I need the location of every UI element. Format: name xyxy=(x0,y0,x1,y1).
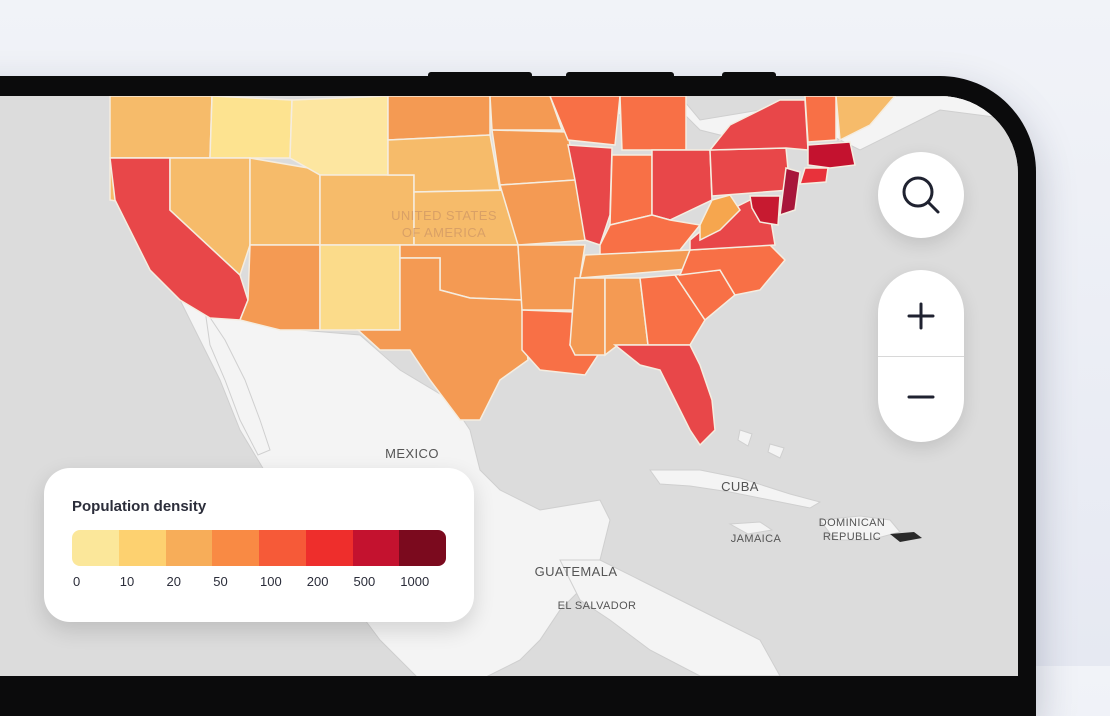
legend-swatch xyxy=(212,530,259,566)
state-vermont-nh xyxy=(804,96,837,143)
device-button-top-1 xyxy=(428,72,532,80)
state-nevada xyxy=(169,157,251,277)
state-utah xyxy=(249,157,321,246)
legend-swatch xyxy=(165,530,213,566)
central-america-land xyxy=(559,559,781,676)
state-mississippi xyxy=(569,277,606,356)
map-screen[interactable]: UNITED STATES OF AMERICA MEXICO CUBA JAM… xyxy=(0,96,1018,676)
label-el-salvador: EL SALVADOR xyxy=(558,600,637,612)
legend-labels: 0 10 20 50 100 200 500 1000 xyxy=(72,574,452,592)
puerto-rico xyxy=(890,532,922,542)
state-ohio xyxy=(651,149,713,221)
cuba-land xyxy=(649,469,822,509)
state-west-virginia xyxy=(699,194,741,242)
state-idaho xyxy=(209,96,293,159)
state-georgia xyxy=(639,274,706,346)
state-florida xyxy=(612,344,716,447)
label-dominican-line1: DOMINICAN xyxy=(819,517,886,529)
state-texas xyxy=(356,257,529,421)
label-jamaica: JAMAICA xyxy=(731,533,782,545)
device-button-top-2 xyxy=(566,72,674,80)
state-new-mexico xyxy=(319,244,401,331)
zoom-divider xyxy=(878,356,964,357)
legend-label: 100 xyxy=(260,574,282,589)
state-washington xyxy=(109,96,213,159)
state-minnesota xyxy=(489,96,564,131)
state-wisconsin xyxy=(549,96,621,146)
plus-icon xyxy=(907,302,935,330)
legend-swatch xyxy=(72,530,119,566)
state-new-jersey xyxy=(779,167,801,217)
map-canvas[interactable]: UNITED STATES OF AMERICA MEXICO CUBA JAM… xyxy=(0,96,1018,676)
legend-color-scale xyxy=(72,530,446,566)
legend-swatch xyxy=(305,530,353,566)
hispaniola-land xyxy=(819,515,901,541)
baja-land xyxy=(204,309,271,456)
legend-label: 1000 xyxy=(400,574,430,589)
state-michigan xyxy=(619,96,687,151)
country-label-line1: UNITED STATES xyxy=(391,208,497,223)
legend-label: 500 xyxy=(353,574,376,589)
device-button-top-3 xyxy=(722,72,776,80)
legend-label: 200 xyxy=(306,574,329,589)
legend-title: Population density xyxy=(72,498,207,515)
state-maine xyxy=(835,96,896,142)
minus-icon xyxy=(907,395,935,399)
state-iowa xyxy=(491,129,576,186)
state-north-carolina xyxy=(678,244,787,296)
legend-swatch xyxy=(352,530,400,566)
state-massachusetts xyxy=(807,141,856,169)
state-indiana xyxy=(609,154,653,226)
state-pennsylvania xyxy=(709,147,791,197)
legend-label: 50 xyxy=(213,574,228,589)
legend-label: 20 xyxy=(166,574,181,589)
zoom-out-button[interactable] xyxy=(878,356,964,442)
label-dominican-line2: REPUBLIC xyxy=(823,531,881,543)
legend-label: 10 xyxy=(119,574,135,589)
country-label-line2: OF AMERICA xyxy=(402,225,486,240)
label-cuba: CUBA xyxy=(721,479,759,494)
legend-swatch xyxy=(118,530,166,566)
state-arizona xyxy=(238,244,321,331)
search-icon xyxy=(902,176,940,214)
state-maryland xyxy=(749,195,781,226)
label-guatemala: GUATEMALA xyxy=(535,564,618,579)
legend-swatch xyxy=(259,530,306,566)
legend-swatch xyxy=(399,530,446,566)
zoom-in-button[interactable] xyxy=(878,270,964,356)
label-mexico: MEXICO xyxy=(385,446,439,461)
legend-card: Population density 0 10 20 50 100 200 500 1000 xyxy=(44,468,474,622)
bahamas-land xyxy=(737,429,785,459)
state-connecticut xyxy=(798,167,829,185)
legend-label: 0 xyxy=(73,574,81,589)
search-button[interactable] xyxy=(878,152,964,238)
jamaica-land xyxy=(728,521,774,535)
state-dakotas xyxy=(387,96,491,141)
zoom-controls xyxy=(878,270,964,442)
